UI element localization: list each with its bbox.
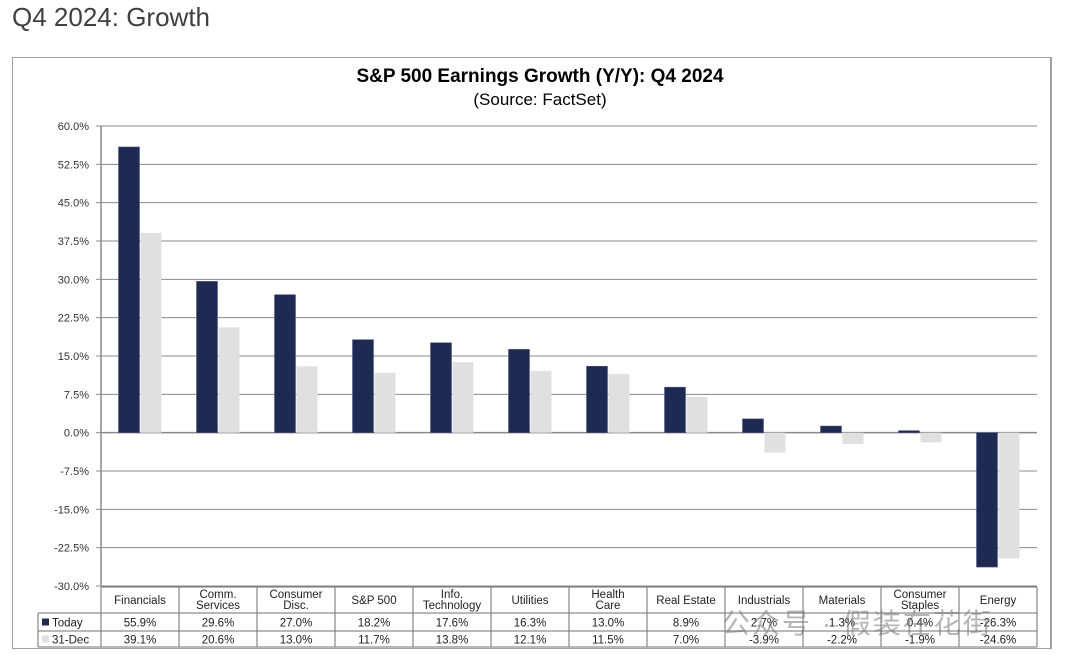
category-label: Health [591,589,624,601]
category-label: S&P 500 [351,595,396,607]
data-label: -2.2% [827,635,857,647]
data-label: -3.9% [749,635,779,647]
page-title: Q4 2024: Growth [12,2,210,32]
data-label: 1.3% [829,618,855,630]
category-label: Staples [901,600,940,612]
category-label: Consumer [269,589,322,601]
data-label: 13.0% [280,635,313,647]
bar-31-dec [764,432,786,453]
y-tick-label: 60.0% [58,121,89,133]
data-label: 39.1% [124,635,157,647]
bar-today [976,432,998,568]
watermark: 公众号 · 假装在花街 [722,608,993,639]
category-label: Info. [441,589,463,601]
category-label: Consumer [893,589,946,601]
bar-today [664,386,686,433]
category-label: Technology [423,600,481,612]
data-label: 13.0% [592,618,625,630]
y-tick-label: -30.0% [54,581,89,593]
data-label: 29.6% [202,618,235,630]
bar-today [820,425,842,433]
bar-31-dec [998,432,1020,559]
data-label: 12.1% [514,635,547,647]
bar-31-dec [218,327,240,433]
bar-today [352,339,374,433]
bar-31-dec [452,362,474,433]
data-label: -1.9% [905,635,935,647]
legend-label: Today [52,618,83,630]
bar-today [118,146,140,433]
bar-31-dec [608,373,630,433]
bar-today [274,294,296,433]
data-label: 17.6% [436,618,469,630]
bar-today [742,418,764,433]
bar-31-dec [296,366,318,433]
y-tick-label: 52.5% [58,159,89,171]
category-label: Real Estate [656,595,715,607]
bar-today [508,349,530,433]
data-label: 11.7% [358,635,390,647]
y-tick-label: -15.0% [54,504,89,516]
data-label: 0.4% [907,618,933,630]
data-label: 20.6% [202,635,235,647]
data-label: 13.8% [436,635,469,647]
category-label: Financials [114,595,166,607]
category-label: Utilities [511,595,548,607]
y-tick-label: 30.0% [58,274,89,286]
bar-today [898,430,920,433]
y-tick-label: -7.5% [60,466,89,478]
legend-label: 31-Dec [52,635,89,647]
y-tick-label: 45.0% [58,198,89,210]
bar-today [586,365,608,433]
data-label: 8.9% [673,618,699,630]
bar-31-dec [920,432,942,443]
category-label: Comm. [199,589,236,601]
chart-subtitle: (Source: FactSet) [473,90,607,109]
bar-31-dec [530,370,552,433]
data-label: 2.7% [751,618,777,630]
category-label: Energy [980,595,1017,607]
bar-31-dec [140,232,162,433]
category-label: Materials [819,595,866,607]
data-label: -26.3% [980,618,1016,630]
y-tick-label: -22.5% [54,543,89,555]
chart-title: S&P 500 Earnings Growth (Y/Y): Q4 2024 [356,66,724,87]
y-tick-label: 22.5% [58,313,89,325]
category-label: Services [196,600,240,612]
data-label: 7.0% [673,635,699,647]
category-label: Disc. [283,600,309,612]
y-tick-label: 15.0% [58,351,89,363]
data-label: 55.9% [124,618,157,630]
category-label: Industrials [738,595,791,607]
data-label: 27.0% [280,618,313,630]
data-label: -24.6% [980,635,1016,647]
bar-today [430,342,452,433]
data-label: 16.3% [514,618,547,630]
legend-swatch-today [42,618,49,626]
bar-31-dec [374,372,396,433]
y-tick-label: 7.5% [64,389,89,401]
data-label: 11.5% [592,635,624,647]
data-label: 18.2% [358,618,391,630]
y-tick-label: 37.5% [58,236,89,248]
legend-swatch-31-dec [42,635,49,643]
y-tick-label: 0.0% [64,428,89,440]
bar-today [196,281,218,433]
category-label: Care [596,600,621,612]
chart-frame [12,57,1052,649]
bar-31-dec [686,396,708,433]
bar-31-dec [842,432,864,444]
